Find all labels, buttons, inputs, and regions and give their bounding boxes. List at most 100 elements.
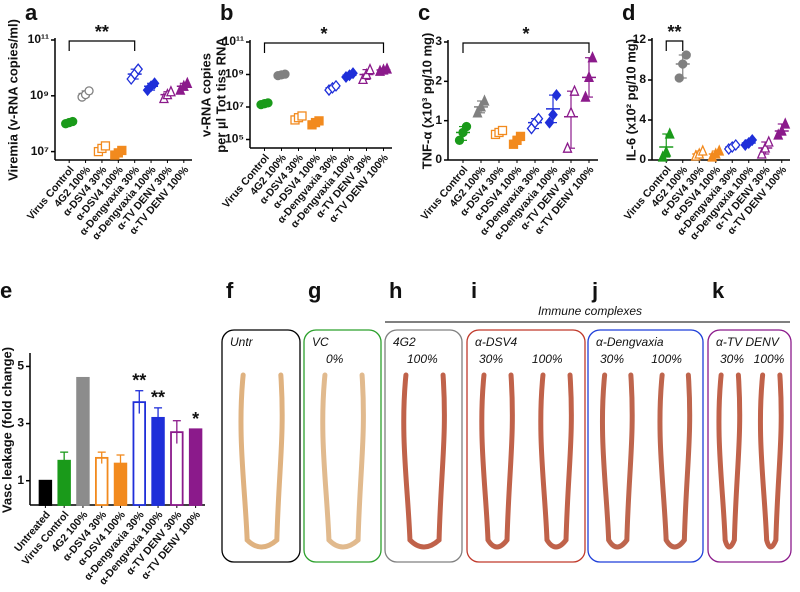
tissue: [757, 372, 784, 550]
significance-label: **: [151, 388, 165, 408]
y-tick-label: 5: [17, 359, 24, 373]
panel-letter: j: [591, 278, 598, 303]
photo-label: α-Dengvaxia: [596, 335, 664, 349]
photo-frame: [587, 329, 704, 563]
bar: [151, 416, 165, 506]
significance-bracket: [462, 42, 590, 53]
y-axis-label: IL-6 (x10² pg/10 mg): [623, 39, 638, 161]
photo-frame: [466, 329, 586, 563]
y-tick-label: 10⁷: [226, 99, 244, 113]
photo-label: α-TV DENV: [716, 335, 780, 349]
data-point: [515, 131, 526, 142]
data-point: [664, 127, 675, 139]
photo-label: 100%: [407, 352, 438, 366]
data-point: [472, 106, 483, 118]
data-point: [776, 124, 787, 136]
group-label: Immune complexes: [538, 304, 642, 318]
significance-label: *: [192, 409, 199, 429]
photo-label: 0%: [326, 352, 344, 366]
data-point: [747, 133, 758, 147]
data-point: [674, 73, 684, 83]
photo-label: 100%: [532, 352, 563, 366]
y-axis-label: Vasc leakage (fold change): [0, 347, 14, 513]
data-point: [697, 144, 708, 156]
y-axis-label: per µl Tot tiss RNA: [213, 37, 228, 153]
photo-label: 100%: [651, 352, 682, 366]
data-point: [381, 62, 393, 74]
data-point: [280, 69, 290, 79]
data-point: [133, 63, 144, 76]
significance-label: **: [95, 22, 109, 42]
y-tick-label: 10¹¹: [223, 34, 244, 48]
y-tick-label: 10⁹: [225, 67, 244, 81]
data-point: [461, 121, 472, 132]
significance-label: *: [522, 24, 529, 44]
data-point: [551, 89, 562, 102]
data-point: [681, 50, 691, 60]
data-point: [165, 85, 176, 97]
photo-label: Untr: [230, 335, 254, 349]
significance-bracket: [68, 40, 136, 51]
data-point: [149, 77, 160, 90]
y-tick-label: 4: [639, 112, 646, 126]
data-point: [562, 141, 573, 153]
panel-letter: k: [712, 278, 725, 303]
photo-frame: [221, 329, 301, 563]
data-point: [544, 116, 555, 129]
data-point: [348, 67, 358, 80]
data-point: [760, 141, 771, 153]
significance-bracket: [665, 40, 684, 51]
photo-label: α-DSV4: [475, 335, 518, 349]
tissue: [320, 372, 366, 550]
y-tick-label: 0: [639, 152, 646, 166]
tissue: [238, 372, 285, 550]
data-point: [263, 98, 273, 108]
y-tick-label: 10⁵: [225, 132, 244, 146]
significance-label: **: [132, 370, 146, 390]
photo-label: 30%: [600, 352, 624, 366]
significance-bracket: [263, 42, 385, 53]
photo-label: 30%: [479, 352, 503, 366]
y-tick-label: 8: [639, 72, 646, 86]
y-tick-label: 0: [435, 152, 442, 166]
significance-label: **: [667, 22, 681, 42]
data-point: [730, 138, 741, 152]
data-point: [364, 63, 376, 75]
y-tick-label: 10⁷: [31, 144, 49, 158]
tissue: [599, 372, 635, 550]
data-point: [117, 145, 127, 156]
data-point: [714, 144, 725, 156]
tissue: [657, 372, 693, 550]
y-tick-label: 12: [633, 32, 647, 46]
photo-frame: [707, 329, 792, 563]
y-tick-label: 2: [435, 74, 442, 88]
bar: [38, 479, 53, 506]
tissue: [538, 372, 574, 550]
data-point: [661, 145, 672, 157]
data-point: [569, 84, 580, 96]
y-tick-label: 1: [435, 113, 442, 127]
photo-label: 4G2: [393, 335, 416, 349]
data-point: [756, 147, 767, 159]
data-point: [780, 117, 791, 129]
data-point: [565, 106, 577, 118]
panel-letter: c: [418, 0, 430, 25]
y-tick-label: 3: [17, 416, 24, 430]
bar: [132, 401, 146, 506]
panel-letter: g: [308, 278, 321, 303]
tissue: [401, 372, 447, 550]
data-point: [100, 141, 111, 151]
data-point: [497, 125, 508, 136]
data-point: [587, 51, 598, 63]
data-point: [331, 79, 341, 92]
photo-label: 30%: [720, 352, 744, 366]
panel-letter: e: [0, 278, 12, 303]
y-tick-label: 1: [17, 473, 24, 487]
y-axis-label: TNF-α (x10³ pg/10 mg): [419, 33, 434, 170]
data-point: [84, 86, 94, 96]
data-point: [533, 112, 544, 125]
data-point: [583, 70, 595, 83]
data-point: [678, 59, 688, 69]
tissue: [479, 372, 515, 550]
y-tick-label: 3: [435, 34, 442, 48]
